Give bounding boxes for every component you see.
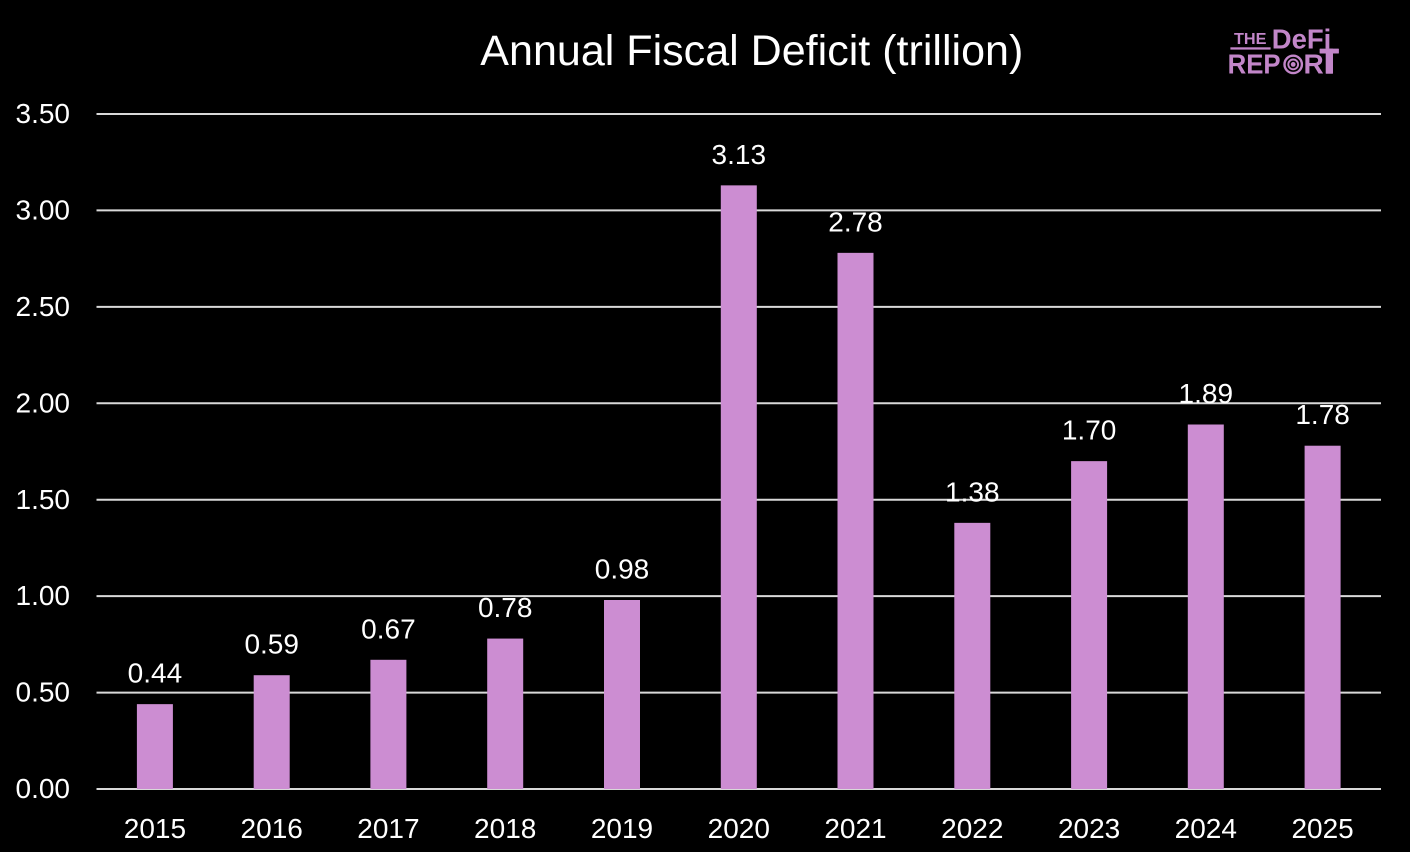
svg-text:2016: 2016 <box>241 813 303 844</box>
svg-text:3.13: 3.13 <box>712 139 767 170</box>
svg-text:1.00: 1.00 <box>16 580 71 611</box>
svg-text:0.59: 0.59 <box>244 629 299 660</box>
svg-text:0.50: 0.50 <box>16 677 71 708</box>
svg-text:2018: 2018 <box>474 813 536 844</box>
svg-text:2.00: 2.00 <box>16 387 71 418</box>
svg-text:2021: 2021 <box>824 813 886 844</box>
svg-text:0.44: 0.44 <box>128 658 183 689</box>
svg-text:3.50: 3.50 <box>16 98 71 129</box>
svg-text:2024: 2024 <box>1175 813 1237 844</box>
svg-text:0.98: 0.98 <box>595 554 650 585</box>
svg-text:2022: 2022 <box>941 813 1003 844</box>
svg-text:1.78: 1.78 <box>1295 399 1350 430</box>
svg-text:2020: 2020 <box>708 813 770 844</box>
svg-text:1.89: 1.89 <box>1179 378 1234 409</box>
svg-text:2025: 2025 <box>1291 813 1353 844</box>
svg-text:2017: 2017 <box>357 813 419 844</box>
svg-text:0.78: 0.78 <box>478 592 533 623</box>
svg-text:REP: REP <box>1228 49 1281 80</box>
svg-text:2015: 2015 <box>124 813 186 844</box>
svg-text:1.38: 1.38 <box>945 476 1000 507</box>
svg-text:0.00: 0.00 <box>16 773 71 804</box>
svg-text:2019: 2019 <box>591 813 653 844</box>
svg-text:2.78: 2.78 <box>828 206 883 237</box>
svg-text:2023: 2023 <box>1058 813 1120 844</box>
svg-text:THE: THE <box>1234 31 1267 48</box>
svg-text:2.50: 2.50 <box>16 291 71 322</box>
svg-text:0.67: 0.67 <box>361 613 416 644</box>
svg-text:R: R <box>1304 49 1324 80</box>
svg-text:Annual Fiscal Deficit (trillio: Annual Fiscal Deficit (trillion) <box>480 27 1023 75</box>
svg-text:1.70: 1.70 <box>1062 415 1117 446</box>
svg-text:3.00: 3.00 <box>16 195 71 226</box>
svg-text:1.50: 1.50 <box>16 484 71 515</box>
